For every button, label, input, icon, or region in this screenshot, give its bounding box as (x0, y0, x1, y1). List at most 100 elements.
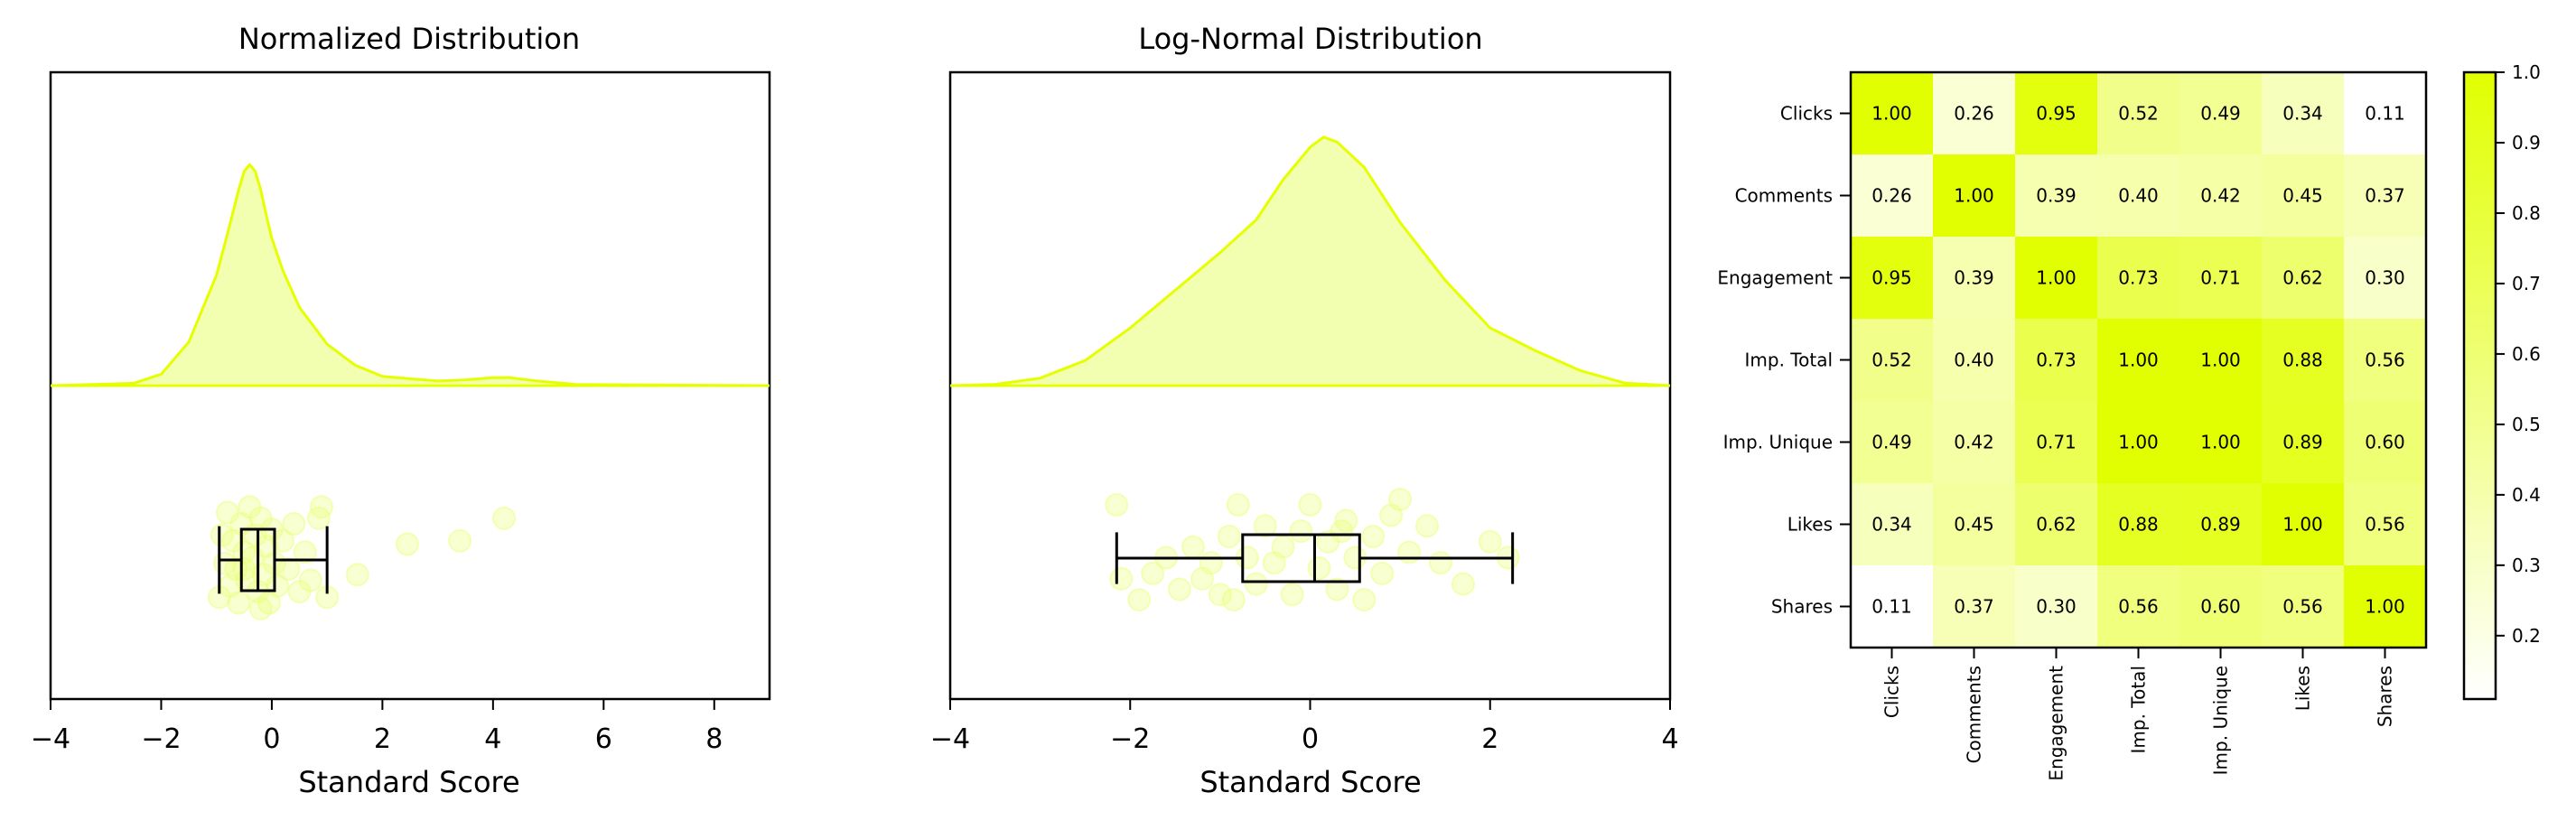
heatmap-cell-value: 0.62 (2036, 514, 2077, 536)
data-point (310, 495, 333, 519)
heatmap-cell-value: 0.40 (2118, 185, 2159, 207)
box-iqr (1241, 533, 1361, 583)
heatmap-cell-value: 0.95 (2036, 103, 2077, 125)
colorbar-tick-label: 0.8 (2512, 202, 2541, 224)
heatmap-cell (2262, 401, 2345, 484)
heatmap-cell (2344, 72, 2427, 155)
data-point (1168, 577, 1191, 602)
panel-title: Log-Normal Distribution (1138, 22, 1482, 56)
heatmap-cell (1933, 72, 2016, 155)
heatmap-cell-value: 0.40 (1954, 350, 1994, 371)
heatmap-cell (2097, 319, 2180, 402)
x-tick-label: −2 (141, 723, 181, 755)
heatmap-cell (2262, 154, 2345, 238)
heatmap-cell (2015, 319, 2098, 402)
row-label: Engagement (1717, 267, 1833, 289)
heatmap-cell-value: 0.39 (1954, 267, 1994, 289)
x-ticks: −4 −2 0 2 4 (930, 699, 1679, 755)
x-axis-label: Standard Score (1199, 765, 1421, 799)
heatmap-cell (2262, 565, 2345, 648)
heatmap-cell-value: 1.00 (2118, 350, 2159, 371)
x-axis-label: Standard Score (298, 765, 519, 799)
heatmap-cell (2097, 72, 2180, 155)
x-tick-label: −4 (930, 723, 970, 755)
heatmap-cell-value: 0.56 (2282, 596, 2323, 618)
data-point (1325, 577, 1349, 602)
heatmap-cell-value: 1.00 (2036, 267, 2077, 289)
heatmap-cell-value: 0.89 (2200, 514, 2241, 536)
heatmap-cell (2344, 154, 2427, 238)
heatmap-cell (1851, 72, 1934, 155)
heatmap-cell (2015, 401, 2098, 484)
panel-title: Normalized Distribution (238, 22, 580, 56)
heatmap-cell (1851, 237, 1934, 320)
row-label: Comments (1735, 185, 1833, 207)
data-point (345, 563, 369, 587)
heatmap-cell-value: 0.88 (2282, 350, 2323, 371)
heatmap-cell-value: 0.45 (2282, 185, 2323, 207)
data-point (1253, 514, 1277, 538)
row-label: Imp. Total (1745, 350, 1834, 371)
data-point (448, 528, 472, 553)
column-label: Engagement (2046, 666, 2067, 781)
x-tick-label: 4 (1661, 723, 1678, 755)
heatmap-cell-value: 0.11 (1871, 596, 1912, 618)
heatmap-cell-value: 0.71 (2200, 267, 2241, 289)
data-point (1105, 492, 1129, 517)
colorbar-tick-label: 0.2 (2512, 625, 2541, 647)
heatmap-column-labels: Clicks Comments Engagement Imp. Total Imp. U… (1881, 648, 2396, 781)
data-point (1226, 492, 1250, 517)
data-point (210, 523, 234, 547)
data-point (1199, 551, 1223, 575)
x-tick-label: 0 (263, 723, 280, 755)
heatmap-cell (2015, 483, 2098, 566)
colorbar-tick-label: 0.5 (2512, 414, 2541, 435)
density-curve (949, 135, 1671, 387)
colorbar-tick-label: 0.3 (2512, 555, 2541, 576)
data-point (227, 591, 251, 615)
heatmap-cell-value: 0.95 (1871, 267, 1912, 289)
heatmap-cell (2179, 565, 2263, 648)
data-point (1388, 488, 1413, 511)
heatmap-cell (2097, 565, 2180, 648)
column-label: Shares (2375, 666, 2396, 727)
data-point (1352, 588, 1377, 612)
heatmap-cell-value: 1.00 (2118, 432, 2159, 453)
data-point (1217, 525, 1241, 548)
heatmap-cell-value: 0.37 (1954, 596, 1994, 618)
heatmap-cell (2262, 483, 2345, 566)
heatmap-cell (1851, 154, 1934, 238)
heatmap-cell-value: 0.52 (2118, 103, 2159, 125)
data-point (1181, 535, 1205, 559)
colorbar-gradient (2462, 70, 2497, 701)
heatmap-cell (2179, 401, 2263, 484)
heatmap-cell-value: 1.00 (2282, 514, 2323, 536)
data-point (1307, 556, 1331, 580)
heatmap-cell-value: 1.00 (2200, 432, 2241, 453)
heatmap-cell (1933, 237, 2016, 320)
heatmap-cell (2097, 154, 2180, 238)
heatmap-cell-value: 0.11 (2365, 103, 2405, 125)
data-point (1429, 551, 1452, 575)
heatmap-cell-value: 1.00 (1954, 185, 1994, 207)
data-point (282, 512, 306, 536)
heatmap-cell (2262, 237, 2345, 320)
heatmap-cell-value: 1.00 (1871, 103, 1912, 125)
colorbar-tick-label: 0.7 (2512, 273, 2541, 294)
heatmap-cell (2179, 154, 2263, 238)
heatmap-cell-value: 0.56 (2118, 596, 2159, 618)
data-point (271, 528, 295, 553)
data-point (1361, 525, 1386, 548)
heatmap-cell-value: 0.89 (2282, 432, 2323, 453)
row-label: Clicks (1780, 103, 1833, 125)
heatmap-cell-value: 1.00 (2200, 350, 2241, 371)
colorbar-tick-label: 1.0 (2512, 61, 2541, 83)
heatmap-cells: 1.00 0.26 0.95 0.52 0.49 0.34 0.11 0.26 1.00 0.39… (1851, 72, 2427, 648)
x-ticks: −4 −2 0 2 4 6 8 (31, 699, 723, 755)
heatmap-cell (1851, 565, 1934, 648)
data-point (1451, 572, 1475, 596)
heatmap-cell (1851, 401, 1934, 484)
column-label: Clicks (1881, 666, 1903, 718)
data-point (248, 596, 273, 620)
density-area (950, 136, 1670, 387)
